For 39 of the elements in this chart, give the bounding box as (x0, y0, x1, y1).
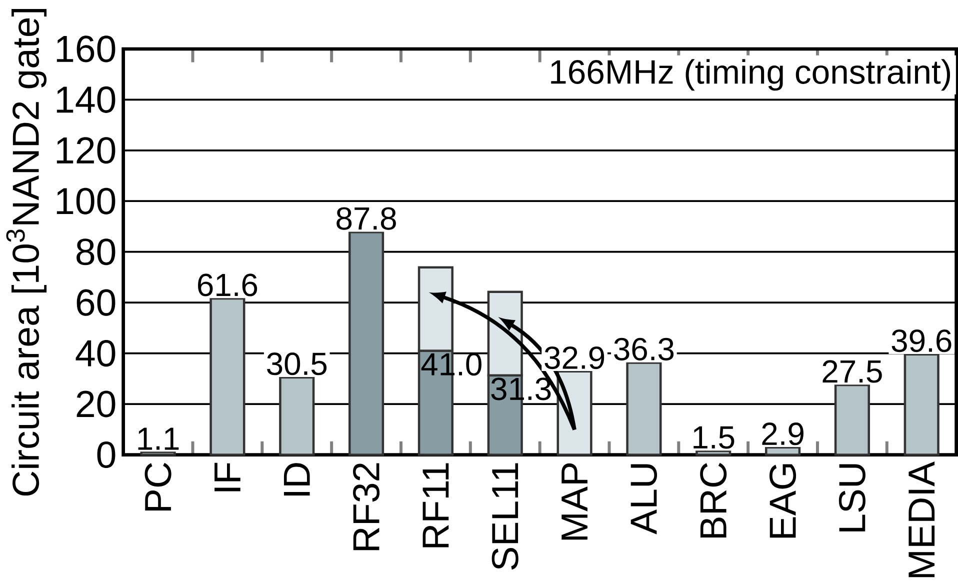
x-tick-label: RF32 (353, 464, 380, 550)
bar (140, 451, 176, 456)
data-label: 39.6 (892, 330, 952, 352)
x-tick-label: MEDIA (908, 462, 935, 578)
x-tick-label: BRC (700, 463, 727, 538)
data-label: 27.5 (822, 360, 882, 384)
data-label: 1.1 (138, 428, 179, 450)
y-tick-label: 60 (76, 290, 116, 316)
x-tick-label: RF11 (422, 463, 449, 548)
x-tick-label: ALU (630, 464, 658, 535)
bar (696, 450, 732, 456)
annotation: 166MHz (timing constraint) (551, 59, 950, 91)
bar (348, 231, 384, 456)
x-tick-label: MAP (562, 464, 588, 540)
data-label: 36.3 (614, 338, 674, 361)
y-tick-label: 120 (56, 137, 116, 164)
y-tick-label: 0 (97, 442, 116, 468)
data-label: 87.8 (336, 207, 396, 230)
bar (764, 446, 801, 456)
data-label: 1.5 (694, 426, 734, 449)
x-tick-label: PC (144, 463, 172, 511)
bar (834, 384, 870, 456)
x-tick-label: ID (284, 463, 310, 496)
x-tick-label: LSU (838, 464, 866, 532)
x-tick-label: SEL11 (492, 463, 518, 570)
x-tick-label: IF (214, 463, 240, 492)
y-tick-label: 80 (76, 238, 116, 266)
x-tick-label: EAG (770, 464, 796, 538)
data-label: 32.9 (544, 346, 604, 370)
y-tick-label: 140 (56, 86, 116, 114)
y-tick-label: 20 (76, 390, 116, 418)
y-tick-label: 160 (56, 36, 116, 62)
data-label: 61.6 (198, 274, 258, 297)
y-tick-label: 40 (76, 340, 116, 367)
bar (210, 298, 246, 456)
y-axis-title: Circuit area [10$^{3}$NAND2 gate] (6, 9, 47, 496)
data-label: 30.5 (267, 352, 327, 376)
data-label: 2.9 (762, 422, 804, 446)
y-tick-label: 100 (56, 188, 116, 215)
